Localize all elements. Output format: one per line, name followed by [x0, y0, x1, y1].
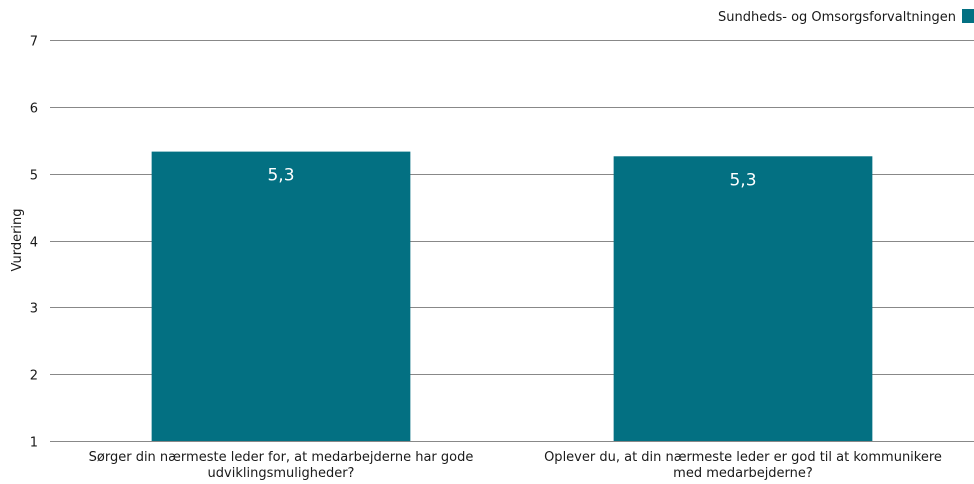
- x-axis-category-labels: Sørger din nærmeste leder for, at medarb…: [89, 450, 942, 481]
- y-tick-label: 5: [30, 169, 38, 184]
- y-axis-title: Vurdering: [10, 208, 25, 271]
- bars: [151, 151, 873, 442]
- y-tick-label: 7: [30, 35, 38, 50]
- y-tick-label: 4: [30, 236, 38, 251]
- legend-label: Sundheds- og Omsorgsforvaltningen: [718, 10, 956, 25]
- y-axis-tick-labels: 1 2 3 4 5 6 7: [30, 35, 38, 451]
- y-tick-label: 1: [30, 436, 38, 451]
- x-category-label: udviklingsmuligheder?: [208, 466, 355, 481]
- data-labels: 5,3 5,3: [267, 166, 756, 191]
- x-category-label: Sørger din nærmeste leder for, at medarb…: [89, 450, 474, 465]
- bar[interactable]: [613, 156, 873, 442]
- legend-swatch: [962, 9, 974, 23]
- y-tick-label: 2: [30, 369, 38, 384]
- y-tick-label: 3: [30, 302, 38, 317]
- legend[interactable]: Sundheds- og Omsorgsforvaltningen: [718, 9, 974, 25]
- bar[interactable]: [151, 151, 411, 441]
- x-category-label: med medarbejderne?: [673, 466, 813, 481]
- x-category-label: Oplever du, at din nærmeste leder er god…: [544, 450, 942, 465]
- y-tick-label: 6: [30, 102, 38, 117]
- bar-value-label: 5,3: [267, 166, 294, 186]
- bar-value-label: 5,3: [729, 170, 756, 190]
